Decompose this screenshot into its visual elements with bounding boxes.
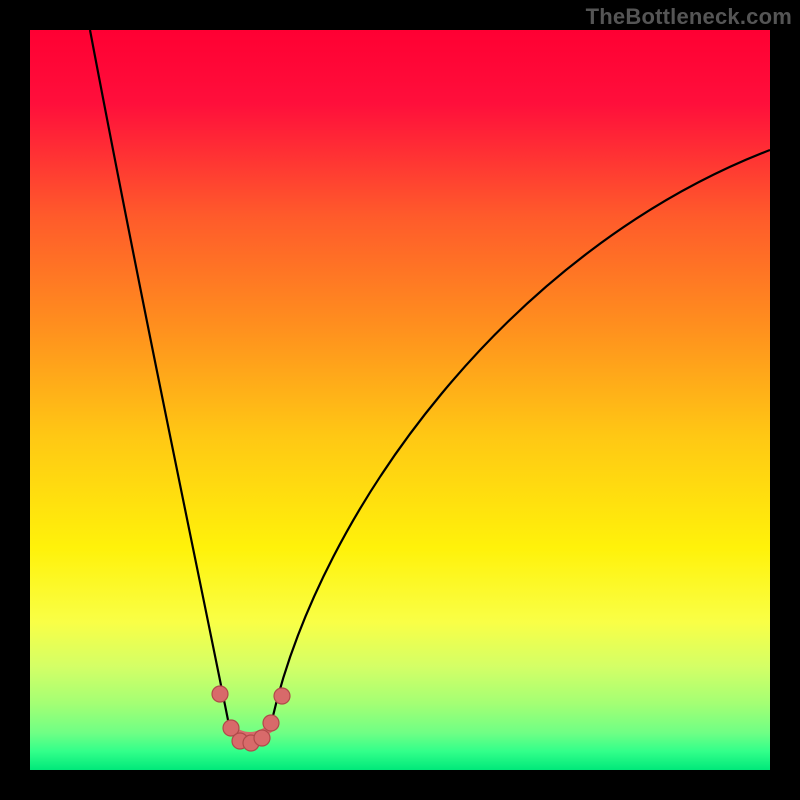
- data-point: [254, 730, 270, 746]
- data-point: [274, 688, 290, 704]
- chart-panel: [30, 30, 770, 770]
- data-point: [212, 686, 228, 702]
- chart-svg: [30, 30, 770, 770]
- gradient-background: [30, 30, 770, 770]
- chart-root: TheBottleneck.com: [0, 0, 800, 800]
- attribution-watermark: TheBottleneck.com: [586, 4, 792, 30]
- data-point: [263, 715, 279, 731]
